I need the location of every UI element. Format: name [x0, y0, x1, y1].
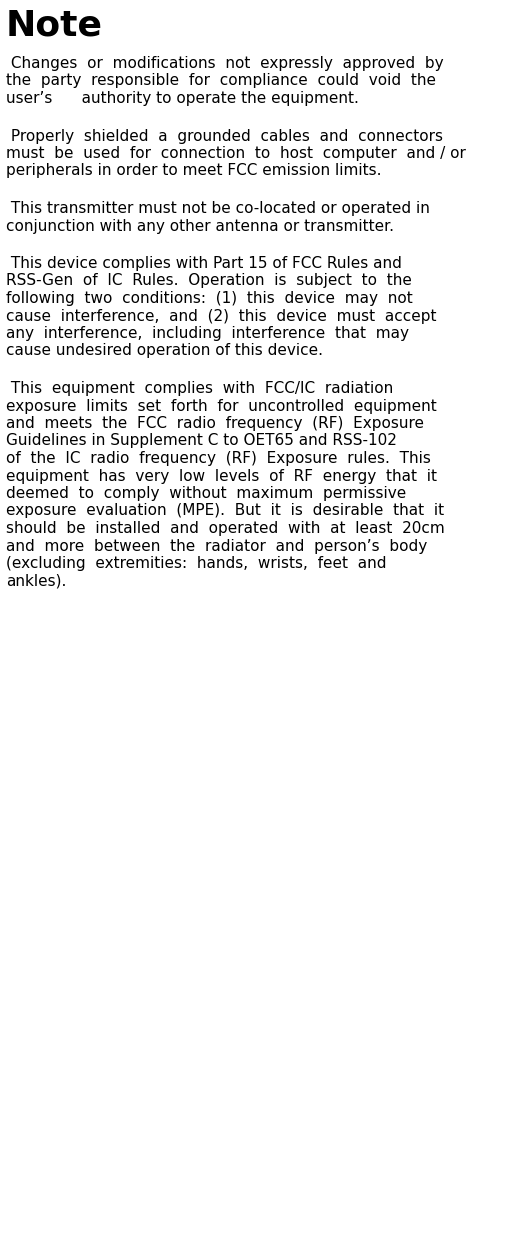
- Text: deemed  to  comply  without  maximum  permissive: deemed to comply without maximum permiss…: [6, 487, 406, 501]
- Text: cause  interference,  and  (2)  this  device  must  accept: cause interference, and (2) this device …: [6, 309, 437, 324]
- Text: user’s      authority to operate the equipment.: user’s authority to operate the equipmen…: [6, 91, 359, 106]
- Text: should  be  installed  and  operated  with  at  least  20cm: should be installed and operated with at…: [6, 521, 445, 536]
- Text: following  two  conditions:  (1)  this  device  may  not: following two conditions: (1) this devic…: [6, 291, 413, 306]
- Text: Properly  shielded  a  grounded  cables  and  connectors: Properly shielded a grounded cables and …: [6, 128, 443, 143]
- Text: This device complies with Part 15 of FCC Rules and: This device complies with Part 15 of FCC…: [6, 256, 402, 270]
- Text: ankles).: ankles).: [6, 573, 66, 589]
- Text: any  interference,  including  interference  that  may: any interference, including interference…: [6, 326, 409, 341]
- Text: exposure  limits  set  forth  for  uncontrolled  equipment: exposure limits set forth for uncontroll…: [6, 399, 437, 414]
- Text: peripherals in order to meet FCC emission limits.: peripherals in order to meet FCC emissio…: [6, 163, 382, 179]
- Text: (excluding  extremities:  hands,  wrists,  feet  and: (excluding extremities: hands, wrists, f…: [6, 556, 386, 571]
- Text: Note: Note: [6, 7, 103, 42]
- Text: RSS-Gen  of  IC  Rules.  Operation  is  subject  to  the: RSS-Gen of IC Rules. Operation is subjec…: [6, 273, 412, 289]
- Text: Changes  or  modifications  not  expressly  approved  by: Changes or modifications not expressly a…: [6, 56, 444, 70]
- Text: of  the  IC  radio  frequency  (RF)  Exposure  rules.  This: of the IC radio frequency (RF) Exposure …: [6, 451, 431, 466]
- Text: exposure  evaluation  (MPE).  But  it  is  desirable  that  it: exposure evaluation (MPE). But it is des…: [6, 504, 444, 519]
- Text: equipment  has  very  low  levels  of  RF  energy  that  it: equipment has very low levels of RF ener…: [6, 468, 437, 483]
- Text: cause undesired operation of this device.: cause undesired operation of this device…: [6, 343, 323, 358]
- Text: must  be  used  for  connection  to  host  computer  and / or: must be used for connection to host comp…: [6, 146, 466, 161]
- Text: Guidelines in Supplement C to OET65 and RSS-102: Guidelines in Supplement C to OET65 and …: [6, 433, 397, 448]
- Text: and  meets  the  FCC  radio  frequency  (RF)  Exposure: and meets the FCC radio frequency (RF) E…: [6, 416, 424, 431]
- Text: and  more  between  the  radiator  and  person’s  body: and more between the radiator and person…: [6, 538, 427, 553]
- Text: the  party  responsible  for  compliance  could  void  the: the party responsible for compliance cou…: [6, 74, 436, 89]
- Text: This transmitter must not be co-located or operated in: This transmitter must not be co-located …: [6, 201, 430, 216]
- Text: conjunction with any other antenna or transmitter.: conjunction with any other antenna or tr…: [6, 219, 394, 233]
- Text: This  equipment  complies  with  FCC/IC  radiation: This equipment complies with FCC/IC radi…: [6, 382, 393, 396]
